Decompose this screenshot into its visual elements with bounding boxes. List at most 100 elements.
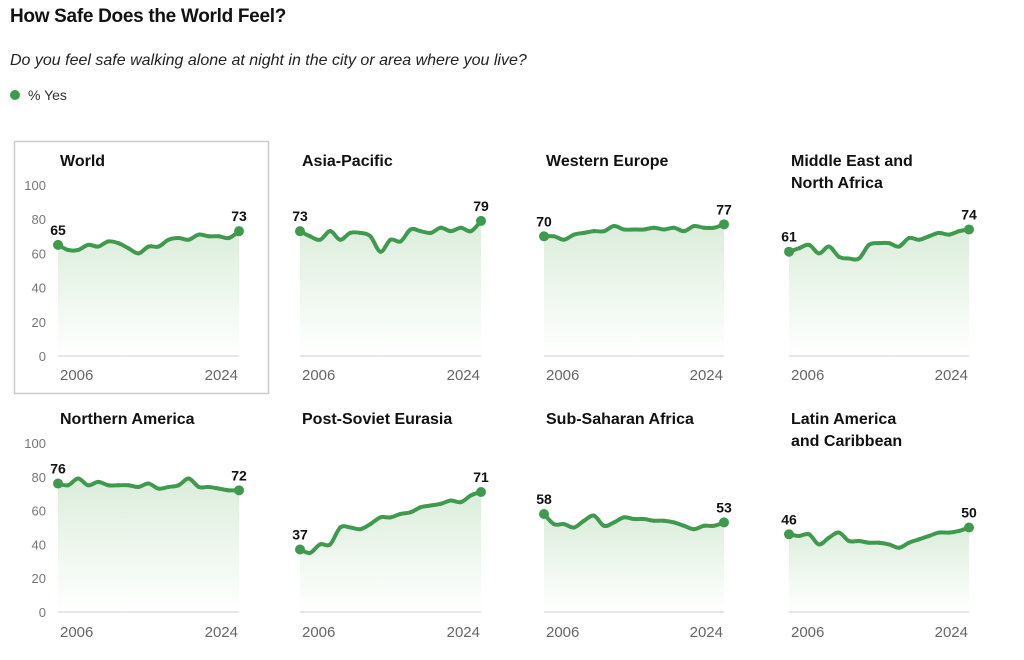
endpoint-marker (784, 246, 794, 257)
data-point (116, 483, 121, 488)
legend-dot (10, 90, 20, 100)
data-point (957, 229, 961, 234)
data-point (692, 527, 696, 532)
panel-title: Latin America (791, 411, 896, 428)
data-point (348, 230, 353, 235)
data-point (817, 251, 821, 256)
data-point (428, 230, 433, 235)
data-point (632, 517, 636, 522)
panel-title: World (60, 153, 105, 170)
data-point (186, 237, 191, 242)
data-point (468, 229, 473, 234)
data-point (418, 505, 423, 510)
data-point (458, 225, 463, 230)
data-point (582, 518, 586, 523)
data-point (642, 227, 646, 232)
area-fill (789, 229, 969, 356)
data-point (552, 522, 556, 527)
data-point (358, 230, 363, 235)
data-point (867, 242, 871, 247)
data-point (378, 515, 383, 520)
data-point (318, 237, 323, 242)
data-point (957, 528, 961, 533)
y-tick-label: 20 (32, 315, 46, 330)
end-value-label: 74 (961, 206, 977, 222)
x-tick-label: 2024 (935, 367, 968, 384)
data-point (947, 232, 951, 237)
data-point (897, 244, 901, 249)
area-fill (544, 513, 724, 612)
y-tick-label: 100 (24, 178, 46, 193)
endpoint-marker (539, 231, 549, 242)
data-point (712, 225, 716, 230)
data-point (552, 234, 556, 239)
data-point (917, 237, 921, 242)
y-tick-label: 0 (39, 349, 46, 364)
data-point (196, 232, 201, 237)
chart-title: How Safe Does the World Feel? (10, 6, 286, 27)
area-fill (789, 527, 969, 612)
x-tick-label: 2024 (447, 624, 480, 641)
data-point (682, 523, 686, 528)
x-tick-label: 2006 (791, 624, 824, 641)
data-point (136, 484, 141, 489)
y-tick-label: 0 (39, 605, 46, 620)
data-point (448, 229, 453, 234)
data-point (76, 247, 81, 252)
endpoint-marker (719, 219, 729, 230)
x-tick-label: 2024 (935, 624, 968, 641)
y-tick-label: 80 (32, 212, 46, 227)
data-point (156, 244, 161, 249)
start-value-label: 46 (781, 511, 797, 527)
data-point (166, 237, 171, 242)
y-tick-label: 60 (32, 246, 46, 261)
data-point (682, 229, 686, 234)
data-point (937, 230, 941, 235)
y-tick-label: 80 (32, 470, 46, 485)
panel-sub-saharan-africa: Sub-Saharan Africa 58 53 2006 2024 (536, 411, 732, 641)
x-tick-label: 2006 (791, 367, 824, 384)
data-point (632, 227, 636, 232)
endpoint-marker (784, 529, 794, 540)
data-point (448, 498, 453, 503)
data-point (797, 246, 801, 251)
data-point (176, 483, 181, 488)
endpoint-marker (539, 508, 549, 519)
data-point (136, 251, 141, 256)
data-point (166, 484, 171, 489)
endpoint-marker (295, 544, 305, 555)
endpoint-marker (476, 215, 486, 226)
data-point (96, 244, 101, 249)
data-point (368, 522, 373, 527)
panel-world: World 100 80 60 40 20 0 65 73 2006 2024 (24, 153, 247, 384)
end-value-label: 50 (961, 505, 977, 521)
data-point (857, 256, 861, 261)
data-point (867, 540, 871, 545)
data-point (206, 484, 211, 489)
data-point (126, 246, 131, 251)
start-value-label: 76 (50, 461, 66, 477)
data-point (106, 239, 111, 244)
end-value-label: 71 (473, 469, 489, 485)
y-tick-label: 20 (32, 571, 46, 586)
data-point (712, 523, 716, 528)
data-point (186, 476, 191, 481)
x-tick-label: 2024 (690, 367, 723, 384)
data-point (308, 234, 313, 239)
data-point (662, 518, 666, 523)
panel-title: North Africa (791, 175, 883, 192)
start-value-label: 70 (536, 213, 552, 229)
endpoint-marker (964, 522, 974, 533)
data-point (672, 225, 676, 230)
end-value-label: 77 (716, 201, 732, 217)
data-point (398, 239, 403, 244)
panel-post-soviet-eurasia: Post-Soviet Eurasia 37 71 2006 2024 (292, 411, 489, 641)
data-point (338, 525, 343, 530)
data-point (348, 525, 353, 530)
data-point (692, 224, 696, 229)
area-fill (58, 231, 239, 356)
data-point (458, 500, 463, 505)
panel-title: Post-Soviet Eurasia (302, 411, 452, 428)
data-point (612, 520, 616, 525)
data-point (328, 542, 333, 547)
